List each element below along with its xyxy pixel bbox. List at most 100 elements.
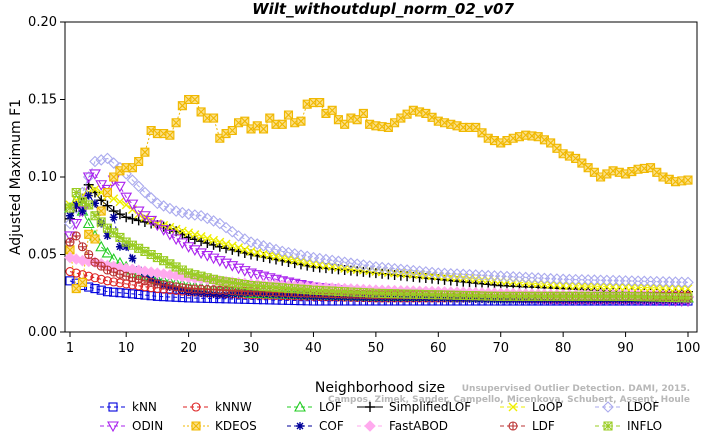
y-tick-label: 0.15 bbox=[28, 93, 57, 108]
point-loop bbox=[209, 235, 219, 245]
point-knn bbox=[115, 288, 125, 298]
point-ldof bbox=[257, 240, 270, 252]
point-inflo bbox=[121, 237, 131, 247]
x-tick-label: 50 bbox=[368, 341, 385, 356]
legend-item-lof: LOF bbox=[287, 400, 342, 414]
point-kdeos bbox=[102, 187, 113, 198]
point-knn bbox=[84, 282, 94, 292]
point-inflo bbox=[227, 278, 237, 288]
legend-item-knn: kNN bbox=[100, 400, 157, 414]
series-line-loop bbox=[69, 188, 689, 290]
point-ldof bbox=[132, 180, 145, 193]
legend-label: kNN bbox=[132, 400, 157, 414]
point-inflo bbox=[146, 249, 156, 260]
point-ldof bbox=[220, 221, 232, 234]
point-ldof bbox=[263, 241, 276, 254]
point-cof bbox=[90, 199, 99, 208]
point-lof bbox=[82, 217, 95, 229]
point-ldof bbox=[232, 230, 245, 242]
legend-label: SimplifiedLOF bbox=[389, 400, 471, 414]
point-inflo bbox=[71, 187, 81, 198]
point-cof bbox=[78, 207, 87, 216]
point-knnw bbox=[96, 274, 106, 284]
point-kdeos bbox=[140, 147, 150, 157]
point-inflo bbox=[683, 293, 693, 303]
point-cof bbox=[103, 231, 112, 240]
legend-label: KDEOS bbox=[215, 419, 257, 433]
point-ldof bbox=[288, 248, 301, 260]
x-axis-label: Neighborhood size bbox=[315, 380, 445, 396]
point-ldof bbox=[157, 200, 170, 212]
point-lof bbox=[101, 246, 114, 258]
legend-item-fastabod: FastABOD bbox=[357, 419, 448, 433]
point-inflo bbox=[221, 277, 231, 287]
x-axis: 1 10 20 30 40 50 60 70 80 90 100 bbox=[66, 332, 700, 356]
point-kdeos bbox=[296, 116, 306, 126]
point-knnw bbox=[65, 266, 75, 277]
point-ldof bbox=[682, 276, 694, 289]
x-tick-label: 30 bbox=[243, 341, 260, 356]
legend-item-ldf: LDF bbox=[500, 419, 555, 433]
point-knn bbox=[109, 287, 119, 297]
point-inflo bbox=[140, 246, 150, 256]
point-loop bbox=[227, 241, 237, 251]
point-knnw bbox=[71, 268, 81, 278]
point-inflo bbox=[115, 232, 125, 242]
legend-label: COF bbox=[319, 419, 344, 433]
point-simplifiedlof bbox=[114, 209, 125, 220]
point-ldof bbox=[89, 155, 101, 168]
point-ldof bbox=[201, 212, 214, 225]
series-kdeos bbox=[65, 94, 693, 294]
point-cof bbox=[115, 242, 124, 251]
legend-item-knnw: kNNW bbox=[183, 400, 252, 414]
chart-title: Wilt_withoutdupl_norm_02_v07 bbox=[252, 0, 514, 18]
point-knn bbox=[127, 289, 137, 299]
point-loop bbox=[221, 239, 231, 249]
point-ldof bbox=[164, 202, 176, 215]
point-kdeos bbox=[283, 110, 294, 120]
point-ldof bbox=[301, 250, 313, 263]
point-knnw bbox=[90, 273, 100, 283]
point-inflo bbox=[159, 256, 169, 266]
point-kdeos bbox=[227, 125, 237, 136]
point-ldof bbox=[214, 217, 226, 230]
point-ldof bbox=[195, 209, 207, 222]
point-ldof bbox=[95, 154, 107, 166]
point-cof bbox=[128, 254, 137, 263]
point-inflo bbox=[152, 253, 162, 263]
point-kdeos bbox=[315, 98, 325, 108]
point-odin bbox=[176, 238, 189, 250]
point-loop bbox=[115, 197, 125, 207]
point-knn bbox=[121, 288, 131, 298]
point-ldof bbox=[170, 205, 182, 217]
series-ldof bbox=[64, 152, 694, 289]
point-inflo bbox=[102, 223, 113, 233]
point-inflo bbox=[134, 243, 144, 253]
point-inflo bbox=[65, 203, 75, 213]
point-inflo bbox=[84, 200, 94, 210]
point-kdeos bbox=[277, 119, 287, 129]
point-kdeos bbox=[165, 130, 175, 140]
point-loop bbox=[184, 228, 194, 238]
legend-marker-knnw bbox=[191, 402, 201, 412]
point-kdeos bbox=[90, 234, 100, 244]
point-inflo bbox=[177, 265, 187, 275]
point-odin bbox=[170, 234, 183, 246]
legend-marker-knn bbox=[108, 402, 118, 412]
point-odin bbox=[120, 192, 133, 204]
point-ldof bbox=[276, 245, 289, 258]
point-inflo bbox=[240, 280, 250, 290]
point-kdeos bbox=[134, 156, 144, 167]
x-tick-label: 60 bbox=[430, 341, 447, 356]
point-knn bbox=[159, 292, 169, 302]
point-kdeos bbox=[258, 124, 269, 134]
y-axis: 0.00 0.05 0.10 0.15 0.20 bbox=[28, 15, 65, 340]
point-kdeos bbox=[683, 175, 693, 185]
legend-marker-fastabod bbox=[364, 420, 376, 432]
point-ldof bbox=[245, 236, 257, 248]
x-tick-label: 70 bbox=[492, 341, 509, 356]
point-ldf bbox=[65, 237, 75, 247]
point-cof bbox=[122, 242, 131, 251]
legend-marker-ldf bbox=[508, 421, 518, 431]
x-tick-label: 10 bbox=[118, 341, 135, 356]
